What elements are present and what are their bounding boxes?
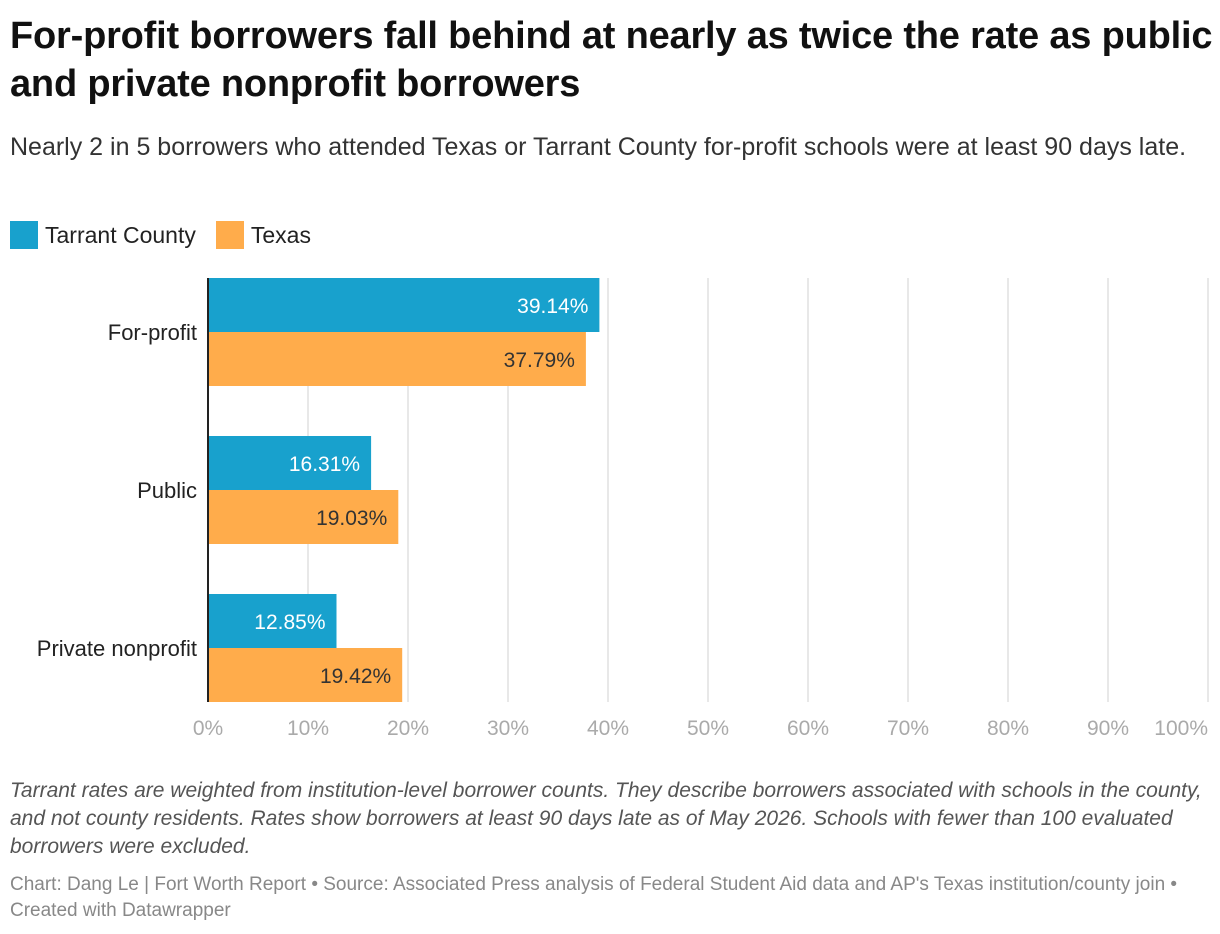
legend-label-texas: Texas: [250, 221, 311, 248]
x-tick-label-80: 80%: [987, 717, 1029, 740]
chart-notes: Tarrant rates are weighted from institut…: [10, 779, 1202, 858]
value-label-public-tarrant-county: 16.31%: [289, 453, 360, 476]
bar-chart: 39.14% 37.79% 16.31% 19.03% 12.85% 19.42% For…: [37, 278, 1209, 740]
bar-public-tarrant-county: [208, 436, 372, 490]
x-tick-label-30: 30%: [487, 717, 529, 740]
x-tick-label-20: 20%: [387, 717, 429, 740]
value-label-private-nonprofit-tarrant-county: 12.85%: [254, 611, 325, 634]
category-label-public: Public: [137, 478, 197, 503]
bar-for-profit-texas: [208, 332, 586, 386]
x-tick-label-90: 90%: [1087, 717, 1129, 740]
x-tick-label-0: 0%: [193, 717, 223, 740]
category-labels: For-profit Public Private nonprofit: [37, 320, 197, 661]
bar-public-texas: [208, 490, 399, 544]
bar-for-profit-tarrant-county: [208, 278, 600, 332]
chart-subtitle: Nearly 2 in 5 borrowers who attended Tex…: [10, 133, 1187, 161]
legend: Tarrant County Texas: [10, 221, 331, 249]
value-label-private-nonprofit-texas: 19.42%: [320, 665, 391, 688]
x-tick-label-100: 100%: [1154, 717, 1208, 740]
value-label-for-profit-tarrant-county: 39.14%: [517, 295, 588, 318]
bar-private-nonprofit-tarrant-county: [208, 594, 337, 648]
x-tick-label-40: 40%: [587, 717, 629, 740]
bars: 39.14% 37.79% 16.31% 19.03% 12.85% 19.42%: [208, 278, 600, 702]
x-tick-label-50: 50%: [687, 717, 729, 740]
x-tick-label-60: 60%: [787, 717, 829, 740]
legend-swatch-texas: [215, 221, 244, 249]
legend-item-tarrant-county: Tarrant County: [10, 221, 196, 249]
x-tick-label-70: 70%: [887, 717, 929, 740]
chart-credits: Chart: Dang Le | Fort Worth Report • Sou…: [10, 874, 1178, 921]
x-axis-ticks: 0% 10% 20% 30% 40% 50% 60% 70% 80% 90% 100%: [193, 717, 1208, 740]
value-label-public-texas: 19.03%: [316, 507, 387, 530]
value-label-for-profit-texas: 37.79%: [504, 349, 575, 372]
legend-label-tarrant-county: Tarrant County: [45, 221, 196, 248]
legend-swatch-tarrant-county: [10, 221, 38, 249]
category-label-for-profit: For-profit: [108, 320, 197, 345]
chart-title: For-profit borrowers fall behind at near…: [10, 15, 1213, 105]
x-tick-label-10: 10%: [287, 717, 329, 740]
bar-private-nonprofit-texas: [208, 648, 403, 702]
legend-item-texas: Texas: [215, 221, 311, 249]
category-label-private-nonprofit: Private nonprofit: [37, 636, 197, 661]
